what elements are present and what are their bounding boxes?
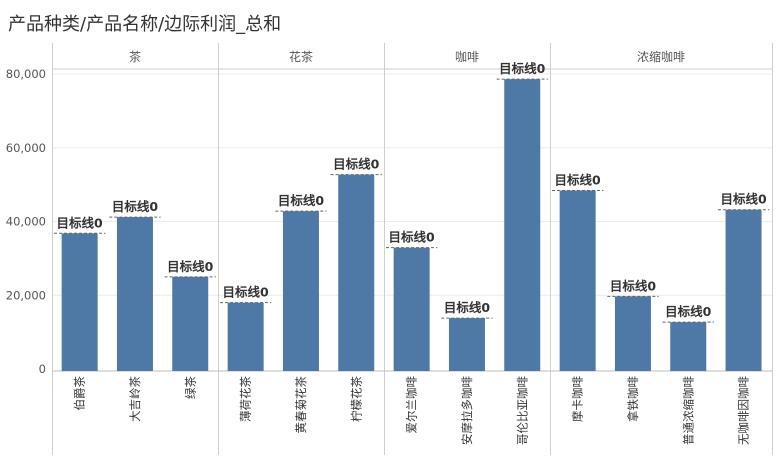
bar <box>670 322 707 371</box>
category-label: 安摩拉多咖啡 <box>460 376 474 445</box>
category-label: 大吉岭茶 <box>128 376 142 422</box>
bar <box>504 79 541 371</box>
reference-line-label: 目标线0 <box>610 278 657 293</box>
category-label: 摩卡咖啡 <box>571 376 585 422</box>
reference-line-label: 目标线0 <box>223 285 270 300</box>
reference-line-label: 目标线0 <box>665 304 712 319</box>
category-label: 爱尔兰咖啡 <box>405 376 419 434</box>
reference-line-label: 目标线0 <box>499 61 546 76</box>
bar <box>282 211 319 371</box>
reference-line-label: 目标线0 <box>333 157 380 172</box>
category-label: 无咖啡因咖啡 <box>737 376 751 445</box>
bar <box>61 233 98 371</box>
reference-line-label: 目标线0 <box>444 300 491 315</box>
category-label: 绿茶 <box>183 376 197 399</box>
bar <box>227 302 264 371</box>
category-label: 黄春菊花茶 <box>294 376 308 434</box>
y-tick-label: 80,000 <box>6 67 46 81</box>
bar <box>338 174 375 371</box>
y-tick-label: 60,000 <box>6 141 46 155</box>
panel-header-label: 花茶 <box>289 49 313 64</box>
y-tick-label: 0 <box>39 362 46 376</box>
bar <box>559 190 596 371</box>
bar <box>172 276 209 371</box>
reference-line-label: 目标线0 <box>57 215 104 230</box>
y-tick-label: 20,000 <box>6 288 46 302</box>
panel-header-label: 茶 <box>129 49 141 64</box>
reference-line-label: 目标线0 <box>555 173 602 188</box>
reference-line-label: 目标线0 <box>278 193 325 208</box>
bar <box>448 318 485 371</box>
category-label: 伯爵茶 <box>73 376 87 411</box>
category-label: 哥伦比亚咖啡 <box>515 376 529 445</box>
bar <box>614 296 651 371</box>
y-tick-label: 40,000 <box>6 215 46 229</box>
bar <box>116 217 153 371</box>
reference-line-label: 目标线0 <box>389 230 436 245</box>
reference-line-label: 目标线0 <box>112 199 159 214</box>
category-label: 普通浓缩咖啡 <box>681 376 695 445</box>
category-label: 薄荷花茶 <box>239 376 253 422</box>
category-label: 柠檬花茶 <box>349 376 363 422</box>
reference-line-label: 目标线0 <box>167 259 214 274</box>
chart-title: 产品种类/产品名称/边际利润_总和 <box>8 14 282 35</box>
bar <box>725 209 762 371</box>
category-label: 拿铁咖啡 <box>626 376 640 422</box>
panel-header-label: 咖啡 <box>455 49 479 64</box>
bar <box>393 247 430 371</box>
reference-line-label: 目标线0 <box>720 192 767 207</box>
panel-header-label: 浓缩咖啡 <box>637 49 685 64</box>
